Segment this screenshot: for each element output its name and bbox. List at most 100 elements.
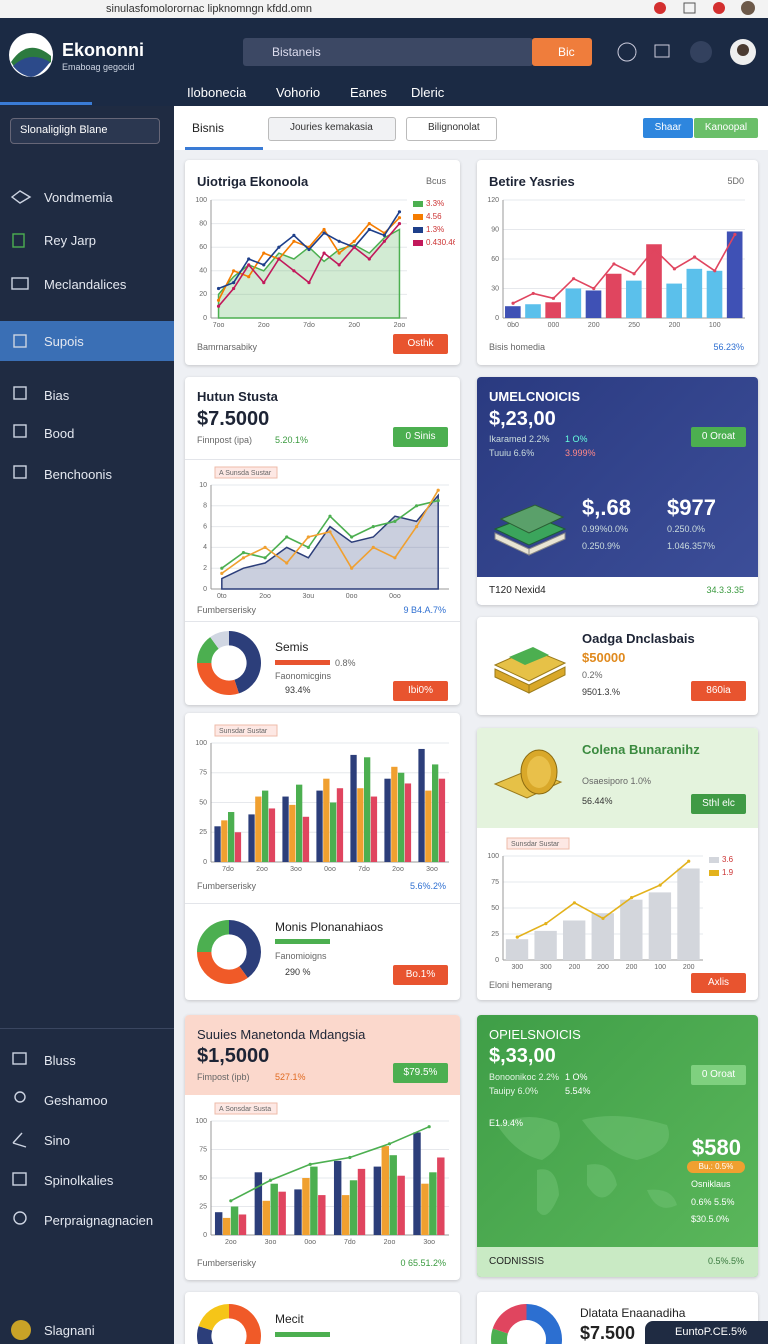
point xyxy=(382,233,386,237)
card-button[interactable]: $79.5% xyxy=(393,1063,448,1083)
sidebar-item[interactable]: Vondmemia xyxy=(44,190,113,205)
y-tick-label: 100 xyxy=(487,853,499,860)
point xyxy=(262,281,266,285)
point xyxy=(308,1162,312,1166)
floating-pill[interactable] xyxy=(645,1321,768,1344)
card-button[interactable]: Axlis xyxy=(691,973,746,993)
point xyxy=(263,556,267,560)
y-tick-label: 8 xyxy=(203,503,207,510)
card: UMELCNOICIS $,23,00 Ikaramed 2.2% 1 O% T… xyxy=(477,377,758,605)
x-tick-label: 0oo xyxy=(324,866,336,873)
tagline: Emaboag gegocid xyxy=(62,62,135,72)
bar xyxy=(626,280,642,318)
footer-value: 0.5%.5% xyxy=(707,1256,744,1266)
nav-item[interactable]: Ilobonecia xyxy=(187,85,247,100)
chart-label-box xyxy=(214,466,278,479)
tab[interactable]: Bisnis xyxy=(192,121,225,135)
filter-box[interactable] xyxy=(406,117,497,141)
x-tick-label: 200 xyxy=(683,964,695,971)
sidebar-item[interactable]: Spinolkalies xyxy=(44,1173,114,1188)
card-menu[interactable]: Bcus xyxy=(425,176,446,186)
card-row: 1 O% xyxy=(565,1072,588,1082)
legend-label: 4.56 xyxy=(426,212,442,221)
card-button[interactable]: 0 Sinis xyxy=(393,427,448,447)
stat-value: $,.68 xyxy=(582,495,631,520)
nav-item[interactable]: Vohorio xyxy=(276,85,321,100)
y-tick-label: 0 xyxy=(203,586,207,593)
x-tick-label: 200 xyxy=(669,322,681,329)
sidebar-icons xyxy=(10,190,32,1340)
donut-slice xyxy=(229,1304,261,1344)
bar xyxy=(677,868,700,960)
card-value: $7.500 xyxy=(580,1323,636,1343)
sidebar-item[interactable]: Geshamoo xyxy=(44,1093,108,1108)
point xyxy=(511,301,515,305)
point xyxy=(285,535,289,539)
toolbar-button[interactable]: Shaar xyxy=(643,118,693,138)
sidebar-item[interactable]: Bood xyxy=(44,426,75,441)
card-button[interactable]: Ibi0% xyxy=(393,681,448,701)
footer-strip xyxy=(477,1247,758,1277)
legend-swatch xyxy=(413,240,423,246)
card-row: 1 O% xyxy=(565,434,588,444)
chart: 0 25 50 75 100 300 300 200 200 200 100 200 Sunsdar S… xyxy=(487,837,734,971)
sidebar-item[interactable]: Supois xyxy=(44,334,84,349)
bar xyxy=(404,783,412,862)
sidebar-item[interactable]: Perpraignagnacien xyxy=(44,1213,154,1228)
bar xyxy=(563,920,586,960)
x-tick-label: 7do xyxy=(358,866,370,873)
search-button-label: Bic xyxy=(558,45,575,59)
y-tick-label: 0 xyxy=(495,957,499,964)
nav-item[interactable]: Dleric xyxy=(411,85,445,100)
point xyxy=(247,263,251,267)
sidebar-button[interactable] xyxy=(10,118,160,144)
point xyxy=(232,281,236,285)
donut-slice xyxy=(210,631,229,649)
y-tick-label: 25 xyxy=(199,1203,207,1210)
point xyxy=(337,263,341,267)
search-box[interactable] xyxy=(243,38,533,66)
sidebar-item[interactable]: Bluss xyxy=(44,1053,76,1068)
card-button[interactable]: Bo.1% xyxy=(393,965,448,985)
bar xyxy=(620,899,643,960)
point xyxy=(229,1199,233,1203)
x-tick-label: 0b0 xyxy=(507,322,519,329)
sidebar-item[interactable]: Sino xyxy=(44,1133,71,1148)
sidebar-item[interactable]: Slagnani xyxy=(44,1323,95,1338)
point xyxy=(307,281,311,285)
card-button[interactable]: 860ia xyxy=(691,681,746,701)
x-tick-label: 200 xyxy=(626,964,638,971)
card-row: Ikaramed 2.2% xyxy=(489,434,550,444)
toolbar-button[interactable]: Kanoopal xyxy=(694,118,758,138)
bar xyxy=(318,1195,326,1235)
point xyxy=(371,525,375,529)
sidebar-item[interactable]: Bias xyxy=(44,388,70,403)
y-tick-label: 0 xyxy=(203,315,207,322)
browser-bar xyxy=(0,0,768,18)
card-button[interactable]: 0 Oroat xyxy=(691,427,746,447)
card-button[interactable]: Osthk xyxy=(393,334,448,354)
card-button[interactable]: 0 Oroat xyxy=(691,1065,746,1085)
nav-item[interactable]: Eanes xyxy=(350,85,387,100)
toolbar-search[interactable] xyxy=(268,117,396,141)
world-map xyxy=(497,1116,677,1215)
sidebar-item[interactable]: Benchoonis xyxy=(44,467,112,482)
x-tick-label: 0oo xyxy=(304,1239,316,1246)
card-button[interactable]: Sthl elc xyxy=(691,794,746,814)
sidebar-item[interactable]: Meclandalices xyxy=(44,277,127,292)
sidebar-item[interactable]: Rey Jarp xyxy=(44,233,97,248)
point xyxy=(232,269,236,273)
bar xyxy=(221,820,228,862)
bar xyxy=(429,1172,437,1235)
card-title: Hutun Stusta xyxy=(197,389,278,404)
search-button[interactable] xyxy=(532,38,592,66)
donut-slice xyxy=(491,1328,508,1344)
bar xyxy=(238,1214,247,1235)
bar xyxy=(437,1157,445,1235)
card-menu[interactable]: 5D0 xyxy=(727,176,744,186)
card: Suuies Manetonda Mdangsia $1,5000 Fimpos… xyxy=(185,1015,460,1280)
card-footer: Fumberserisky xyxy=(197,605,257,615)
card-row: Bonoonikoc 2.2% xyxy=(489,1072,560,1082)
y-tick-label: 0 xyxy=(203,859,207,866)
url[interactable]: sinulasfomolorornac lipknomngn kfdd.omn xyxy=(106,3,313,15)
